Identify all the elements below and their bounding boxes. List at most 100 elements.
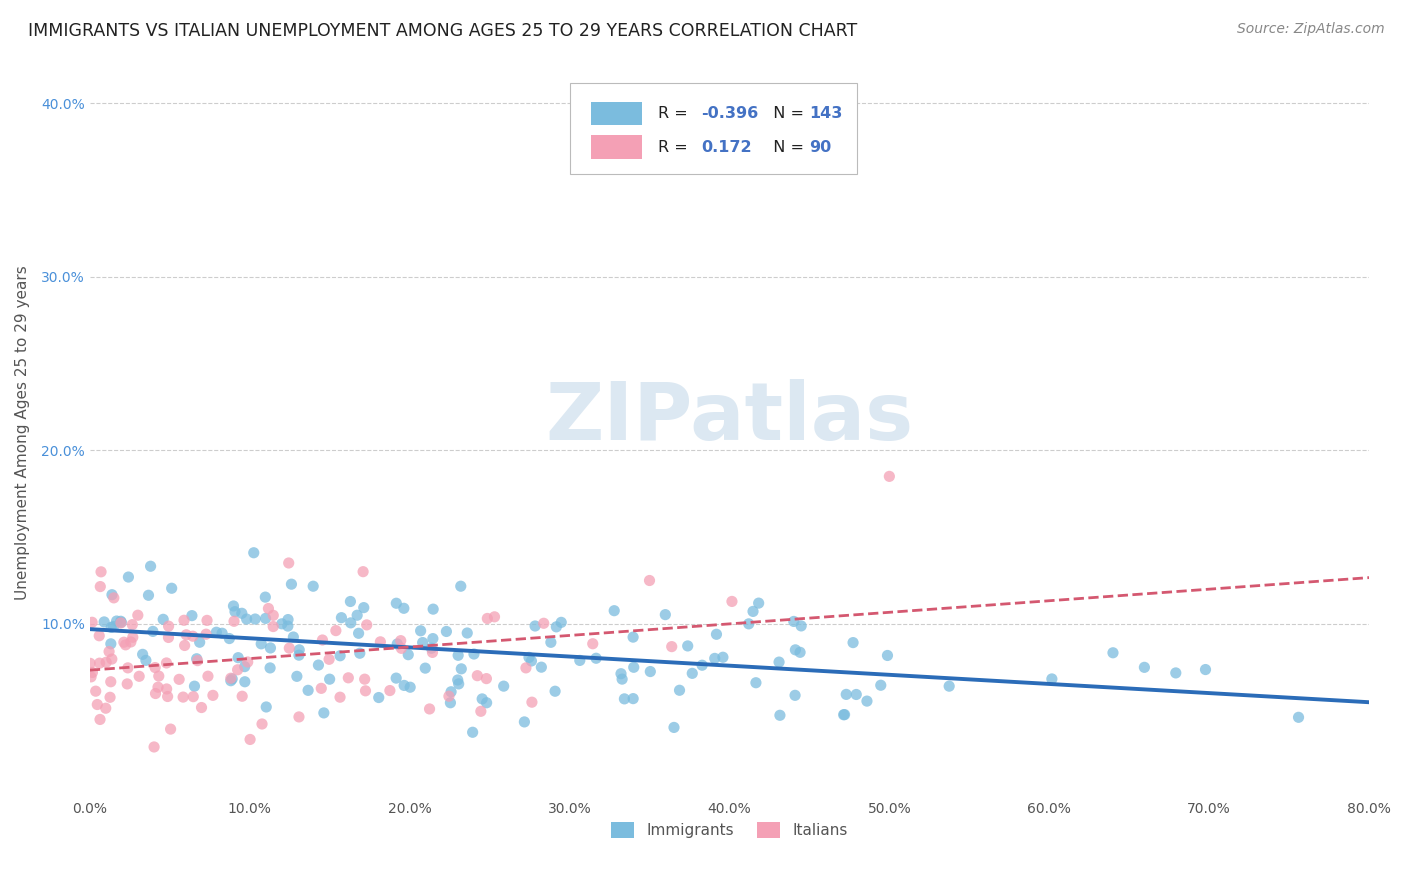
Point bbox=[103, 591, 125, 605]
Point bbox=[110, 614, 132, 628]
Point bbox=[257, 601, 280, 615]
Point bbox=[422, 645, 444, 659]
Point bbox=[173, 639, 195, 653]
Point bbox=[285, 669, 308, 683]
Point bbox=[160, 581, 183, 595]
Point bbox=[845, 688, 868, 702]
Point bbox=[450, 579, 472, 593]
Text: 143: 143 bbox=[808, 106, 842, 121]
Text: ZIPatlas: ZIPatlas bbox=[546, 379, 914, 458]
Text: N =: N = bbox=[762, 106, 808, 121]
Point bbox=[347, 626, 370, 640]
Point bbox=[477, 611, 499, 625]
Point bbox=[135, 653, 157, 667]
Point bbox=[329, 690, 352, 705]
Point bbox=[768, 655, 790, 669]
Point bbox=[412, 635, 434, 649]
Point bbox=[420, 641, 443, 656]
Point bbox=[463, 647, 485, 661]
Point bbox=[112, 635, 135, 649]
Point bbox=[1194, 663, 1216, 677]
Text: N =: N = bbox=[762, 140, 808, 154]
Point bbox=[259, 661, 281, 675]
Point bbox=[127, 608, 149, 623]
Point bbox=[100, 637, 122, 651]
Point bbox=[703, 651, 725, 665]
Point bbox=[283, 630, 305, 644]
Point bbox=[352, 565, 374, 579]
Text: R =: R = bbox=[658, 106, 693, 121]
Point bbox=[475, 672, 498, 686]
Point bbox=[422, 602, 444, 616]
Point bbox=[117, 570, 139, 584]
Point bbox=[96, 655, 118, 669]
Point bbox=[288, 643, 311, 657]
Point bbox=[242, 546, 264, 560]
Point bbox=[550, 615, 572, 630]
Point bbox=[155, 656, 177, 670]
Point bbox=[789, 645, 811, 659]
Point bbox=[221, 672, 243, 686]
Point bbox=[146, 680, 169, 694]
Point bbox=[396, 648, 419, 662]
Point bbox=[738, 616, 761, 631]
Point bbox=[835, 687, 858, 701]
Text: -0.396: -0.396 bbox=[702, 106, 759, 121]
Point bbox=[89, 713, 111, 727]
Text: R =: R = bbox=[658, 140, 693, 154]
Point bbox=[439, 696, 461, 710]
Point bbox=[309, 681, 332, 696]
Point bbox=[233, 674, 256, 689]
Point bbox=[769, 708, 792, 723]
Point bbox=[167, 673, 190, 687]
Point bbox=[465, 668, 488, 682]
Point bbox=[387, 637, 409, 651]
Point bbox=[640, 665, 662, 679]
Point bbox=[437, 690, 460, 704]
Point bbox=[318, 672, 340, 686]
Point bbox=[139, 559, 162, 574]
Point bbox=[105, 614, 128, 628]
Point bbox=[186, 654, 208, 668]
Point bbox=[742, 604, 765, 618]
Point bbox=[277, 619, 299, 633]
Text: Source: ZipAtlas.com: Source: ZipAtlas.com bbox=[1237, 22, 1385, 37]
Point bbox=[201, 689, 224, 703]
Point bbox=[157, 631, 180, 645]
Point bbox=[370, 635, 392, 649]
Point bbox=[385, 671, 408, 685]
Point bbox=[148, 669, 170, 683]
Point bbox=[349, 646, 371, 660]
Text: IMMIGRANTS VS ITALIAN UNEMPLOYMENT AMONG AGES 25 TO 29 YEARS CORRELATION CHART: IMMIGRANTS VS ITALIAN UNEMPLOYMENT AMONG… bbox=[28, 22, 858, 40]
Point bbox=[205, 625, 228, 640]
Point bbox=[520, 654, 543, 668]
Point bbox=[513, 714, 536, 729]
Point bbox=[120, 635, 142, 649]
Point bbox=[98, 690, 121, 705]
Point bbox=[748, 596, 770, 610]
Point bbox=[80, 615, 103, 630]
Point bbox=[461, 725, 484, 739]
Point bbox=[172, 690, 194, 704]
Text: 90: 90 bbox=[808, 140, 831, 154]
FancyBboxPatch shape bbox=[569, 83, 858, 174]
Point bbox=[346, 608, 368, 623]
Point bbox=[471, 692, 494, 706]
Point bbox=[783, 689, 806, 703]
Point bbox=[186, 652, 208, 666]
Point bbox=[103, 619, 125, 633]
Point bbox=[354, 683, 377, 698]
Point bbox=[121, 617, 143, 632]
Point bbox=[110, 615, 132, 630]
Point bbox=[277, 556, 299, 570]
Point bbox=[834, 707, 856, 722]
Point bbox=[621, 630, 644, 644]
Point bbox=[270, 616, 292, 631]
Point bbox=[231, 690, 253, 704]
Point bbox=[422, 632, 444, 646]
Point bbox=[211, 626, 233, 640]
Point bbox=[353, 600, 375, 615]
Point bbox=[243, 612, 266, 626]
Point bbox=[389, 641, 412, 656]
Point bbox=[222, 615, 245, 629]
